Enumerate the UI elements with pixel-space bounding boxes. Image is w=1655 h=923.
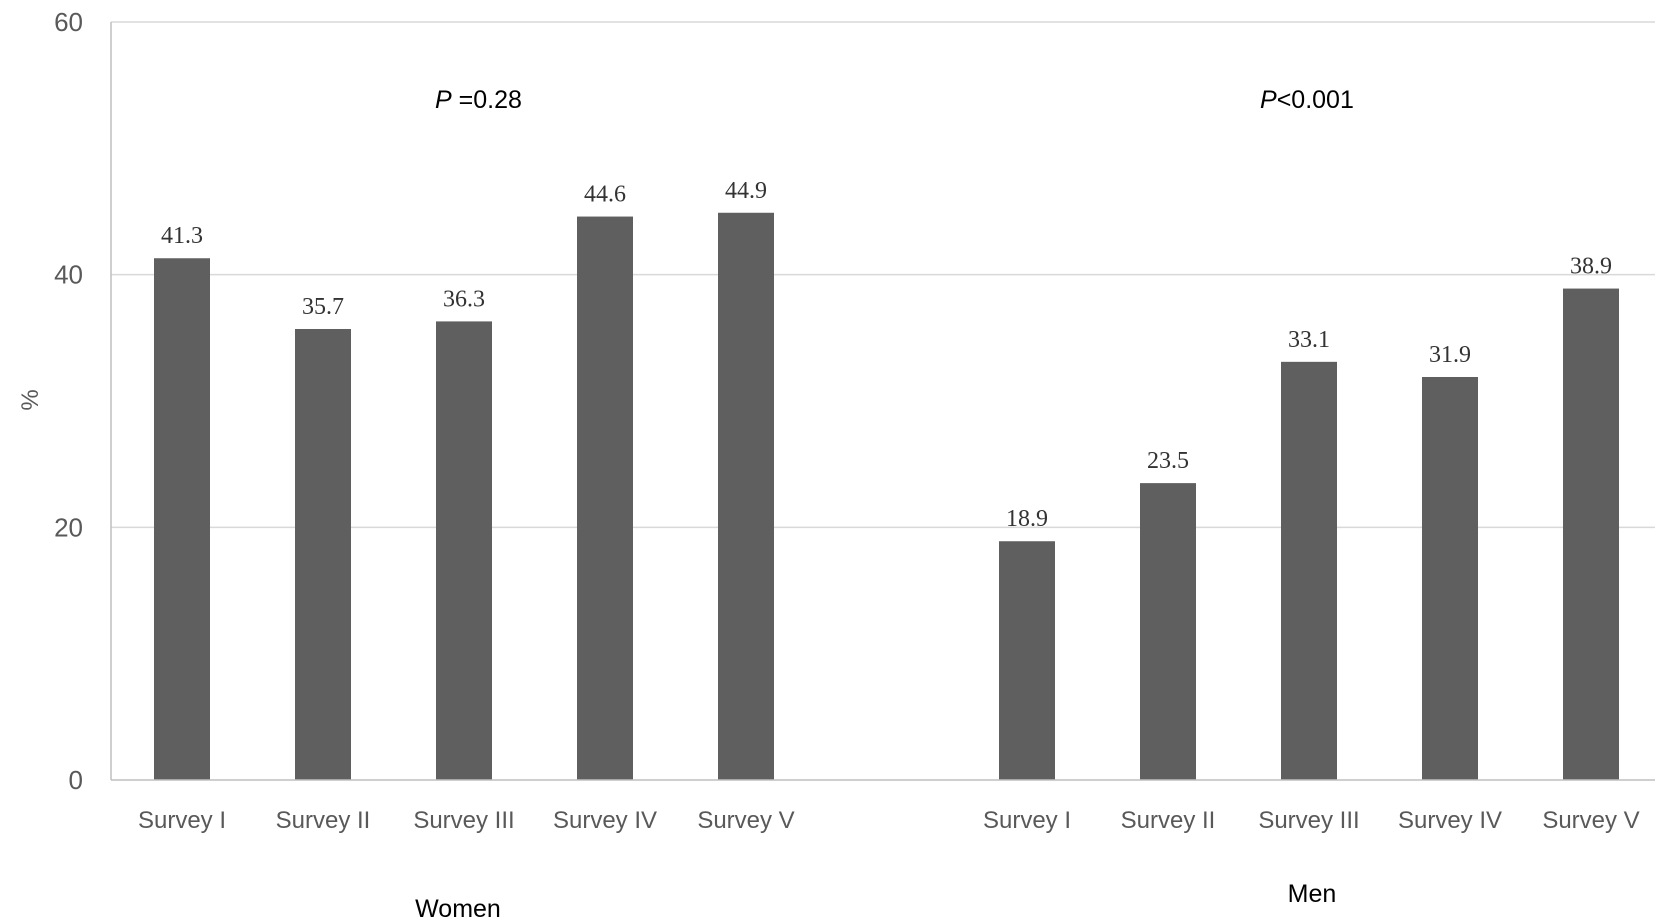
p-value-text: <0.001 <box>1277 86 1354 114</box>
bar <box>436 321 492 780</box>
bar-value-label: 33.1 <box>1288 327 1330 353</box>
value-labels: 41.3 35.7 36.3 44.6 44.9 18.9 23.5 33.1 31.9 38.9 <box>161 178 1612 532</box>
bar <box>1422 376 1478 780</box>
x-category-label: Survey III <box>1258 807 1359 834</box>
y-tick-label: 20 <box>54 512 83 542</box>
bar-value-label: 23.5 <box>1147 448 1189 474</box>
x-category-label: Survey I <box>983 807 1071 834</box>
bar <box>1563 288 1619 780</box>
bar <box>577 216 633 780</box>
p-value-annotations: P =0.28 P<0.001 <box>435 86 1354 114</box>
x-category-label: Survey II <box>1121 807 1216 834</box>
p-value-annotation: P =0.28 <box>435 86 522 114</box>
x-axis-category-labels: Survey I Survey II Survey III Survey IV Surv… <box>138 807 1640 834</box>
bar-value-label: 41.3 <box>161 223 203 249</box>
p-symbol: P <box>1260 86 1277 114</box>
p-value-annotation: P<0.001 <box>1260 86 1354 114</box>
bar-value-label: 44.9 <box>725 178 767 204</box>
bar <box>718 212 774 781</box>
bar <box>1140 483 1196 780</box>
x-category-label: Survey I <box>138 807 226 834</box>
bar-value-label: 38.9 <box>1570 254 1612 280</box>
y-tick-label: 40 <box>54 260 83 290</box>
bar-value-label: 35.7 <box>302 294 344 320</box>
bar <box>999 541 1055 780</box>
x-category-label: Survey V <box>1542 807 1639 834</box>
group-labels: Women Men <box>415 880 1336 923</box>
gridlines <box>111 21 1655 529</box>
bar-value-label: 36.3 <box>443 286 485 312</box>
x-category-label: Survey II <box>276 807 371 834</box>
y-tick-label: 60 <box>54 7 83 37</box>
p-symbol: P <box>435 86 452 114</box>
p-value-text: =0.28 <box>452 86 522 114</box>
y-axis-ticks: 0 20 40 60 <box>54 7 83 795</box>
bar-value-label: 31.9 <box>1429 342 1471 368</box>
x-category-label: Survey IV <box>1398 807 1502 834</box>
x-category-label: Survey V <box>697 807 794 834</box>
group-label: Women <box>415 895 501 923</box>
bar <box>154 258 210 780</box>
group-label: Men <box>1288 880 1337 908</box>
bar <box>295 328 351 780</box>
bar-value-label: 18.9 <box>1006 506 1048 532</box>
x-category-label: Survey IV <box>553 807 657 834</box>
y-axis-label: % <box>17 389 44 410</box>
bars <box>154 212 1619 781</box>
y-tick-label: 0 <box>69 765 83 795</box>
x-category-label: Survey III <box>413 807 514 834</box>
bar <box>1281 361 1337 780</box>
bar-value-label: 44.6 <box>584 182 626 208</box>
